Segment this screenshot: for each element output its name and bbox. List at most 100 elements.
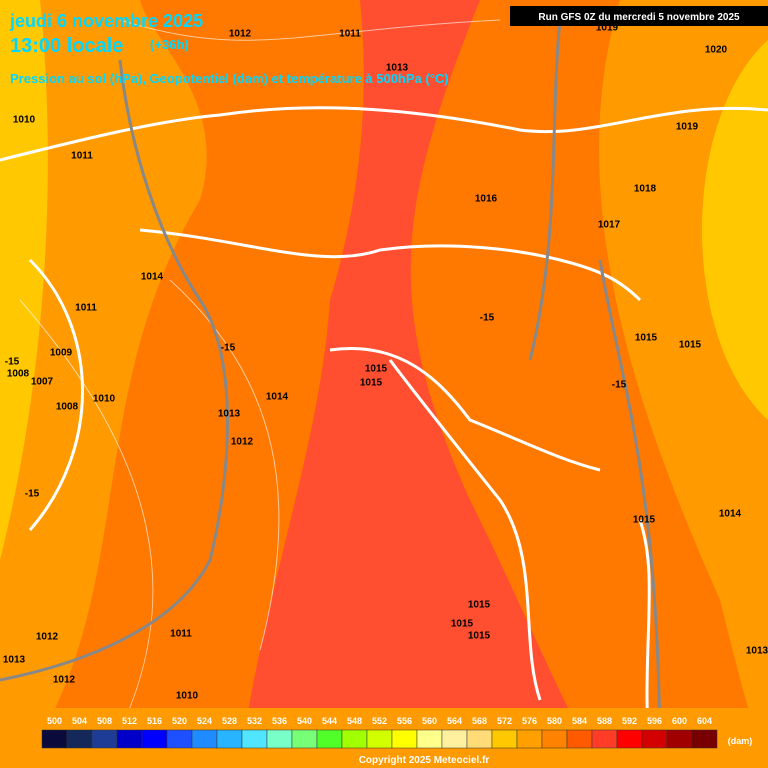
map-label: 1015 [633, 515, 656, 526]
legend-swatch [91, 729, 118, 749]
legend-label: 544 [322, 716, 337, 726]
legend-swatch [266, 729, 293, 749]
legend-label: 572 [497, 716, 512, 726]
legend-swatch [566, 729, 593, 749]
red-band [240, 0, 600, 768]
isotherm-line [0, 59, 229, 682]
legend-swatch [466, 729, 493, 749]
isohypses [19, 19, 501, 768]
contour [169, 279, 280, 651]
legend-swatch [691, 729, 718, 749]
legend-label: 556 [397, 716, 412, 726]
map-label: 1009 [50, 348, 73, 359]
legend-swatch [341, 729, 368, 749]
warm-band-west [0, 0, 48, 560]
run-box [510, 6, 768, 26]
legend-label: 592 [622, 716, 637, 726]
legend-swatch [116, 729, 143, 749]
map-label: 1007 [31, 377, 54, 388]
legend-label: 560 [422, 716, 437, 726]
legend-swatch [441, 729, 468, 749]
map-label: 1015 [468, 631, 491, 642]
legend-label: 576 [522, 716, 537, 726]
map-label: 1015 [360, 378, 383, 389]
isobar [388, 359, 542, 701]
legend-label: 564 [447, 716, 462, 726]
legend-swatch [516, 729, 543, 749]
legend-label: 524 [197, 716, 212, 726]
map-label: 1015 [451, 619, 474, 630]
legend-label: 512 [122, 716, 137, 726]
legend-label: 528 [222, 716, 237, 726]
legend-swatch [491, 729, 518, 749]
legend-label: 600 [672, 716, 687, 726]
map-label: 1014 [266, 392, 289, 403]
legend-label: 500 [47, 716, 62, 726]
map-label: 1015 [635, 333, 658, 344]
map-label: 1020 [705, 45, 728, 56]
legend-unit: (dam) [728, 736, 753, 746]
subtitle: Pression au sol (hPa), Geopotentiel (dam… [10, 71, 449, 86]
map-label: 1008 [56, 402, 79, 413]
map-label: 1015 [365, 364, 388, 375]
legend-label: 532 [247, 716, 262, 726]
legend-label: 548 [347, 716, 362, 726]
legend-swatch [641, 729, 668, 749]
map-label: 1018 [634, 184, 657, 195]
legend-swatch [141, 729, 168, 749]
map-label: 1014 [719, 509, 742, 520]
legend-label: 568 [472, 716, 487, 726]
map-label: 1016 [475, 194, 498, 205]
legend-label: 580 [547, 716, 562, 726]
legend-swatch [316, 729, 343, 749]
map-label: -15 [221, 343, 236, 354]
legend-swatch [541, 729, 568, 749]
legend-label: 508 [97, 716, 112, 726]
legend-label: 604 [697, 716, 712, 726]
contour [19, 299, 154, 768]
legend-swatch [366, 729, 393, 749]
contour [119, 19, 501, 41]
legend-label: 536 [272, 716, 287, 726]
map-label: 1017 [598, 220, 621, 231]
isobar [28, 258, 84, 531]
legend-label: 540 [297, 716, 312, 726]
legend-label: 552 [372, 716, 387, 726]
map-label: 1011 [75, 303, 97, 314]
legend-swatch [291, 729, 318, 749]
map-label: 1012 [53, 675, 76, 686]
map-label: 1013 [386, 63, 409, 74]
isobars [0, 106, 768, 768]
legend-swatch [416, 729, 443, 749]
map-label: 1012 [231, 437, 254, 448]
legend-label: 588 [597, 716, 612, 726]
map-label: 1014 [141, 272, 164, 283]
map-label: 1015 [679, 340, 702, 351]
map-label: 1019 [596, 23, 619, 34]
legend-swatch [616, 729, 643, 749]
time: 13:00 locale [10, 35, 123, 57]
map-label: 1011 [71, 151, 93, 162]
isobar [329, 347, 601, 472]
isobar [139, 228, 642, 302]
map-label: 1011 [339, 29, 361, 40]
legend-swatch [41, 729, 68, 749]
date: jeudi 6 novembre 2025 [9, 11, 203, 31]
map-label: 1013 [3, 655, 26, 666]
legend-swatch [666, 729, 693, 749]
map-label: 1010 [93, 394, 116, 405]
map-label: 1010 [176, 691, 199, 702]
map-label: 1010 [13, 115, 36, 126]
map-label: -15 [612, 380, 627, 391]
isotherm [0, 19, 662, 768]
map-label: 1019 [676, 122, 699, 133]
legend-swatch [241, 729, 268, 749]
warm-band-east [702, 40, 768, 420]
legend-swatch [216, 729, 243, 749]
legend-label: 504 [72, 716, 87, 726]
map-label: 1008 [7, 369, 30, 380]
map-label: -15 [25, 489, 40, 500]
isobar [0, 106, 768, 162]
legend-label: 520 [172, 716, 187, 726]
map-label: 1015 [468, 600, 491, 611]
